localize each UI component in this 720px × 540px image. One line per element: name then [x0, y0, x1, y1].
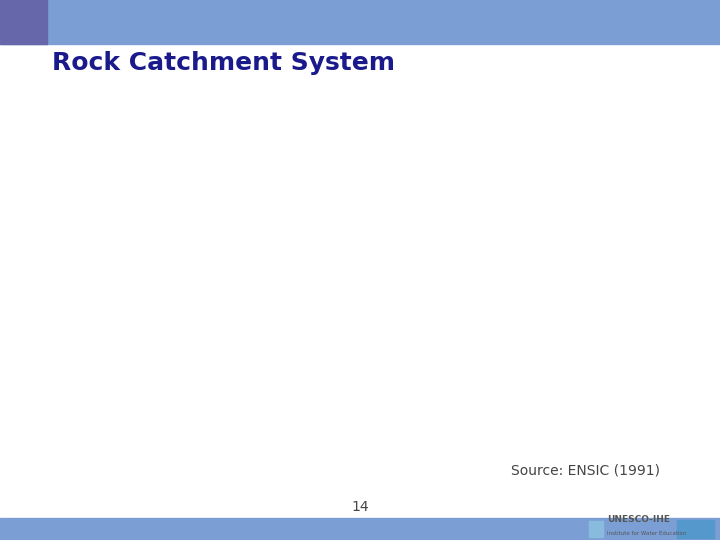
- Bar: [677, 520, 714, 538]
- Text: UNESCO-IHE: UNESCO-IHE: [607, 515, 670, 524]
- Bar: [0, 0, 720, 44]
- Bar: [589, 521, 603, 537]
- Text: Source: ENSIC (1991): Source: ENSIC (1991): [511, 464, 660, 478]
- Text: 14: 14: [351, 500, 369, 514]
- Text: Rock Catchment System: Rock Catchment System: [52, 51, 395, 75]
- Bar: [0, 518, 720, 540]
- Text: Institute for Water Education: Institute for Water Education: [607, 531, 686, 536]
- Bar: [0, 0, 47, 44]
